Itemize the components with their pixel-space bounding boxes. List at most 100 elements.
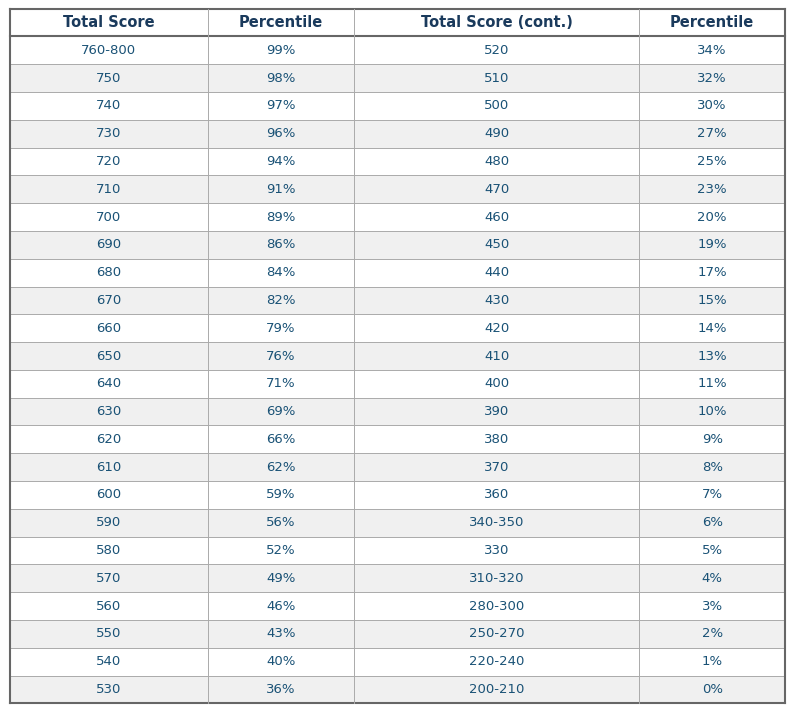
Bar [639, 481, 785, 509]
Bar [207, 592, 355, 620]
Bar [355, 565, 639, 592]
Text: 5%: 5% [702, 544, 723, 557]
Bar [10, 370, 207, 398]
Text: 71%: 71% [266, 377, 296, 390]
Text: 34%: 34% [697, 43, 727, 57]
Text: 99%: 99% [266, 43, 296, 57]
Text: 96%: 96% [266, 127, 296, 140]
Bar [10, 175, 207, 203]
Bar [639, 203, 785, 231]
Bar [639, 537, 785, 565]
Text: 690: 690 [96, 239, 122, 251]
Bar [355, 120, 639, 147]
Text: 550: 550 [96, 627, 122, 641]
Bar [207, 565, 355, 592]
Text: 40%: 40% [266, 655, 296, 669]
Text: 530: 530 [96, 683, 122, 696]
Bar [207, 314, 355, 342]
Bar [207, 9, 355, 36]
Bar [355, 426, 639, 454]
Text: 220-240: 220-240 [469, 655, 525, 669]
Text: 91%: 91% [266, 183, 296, 196]
Bar [355, 620, 639, 648]
Bar [355, 592, 639, 620]
Bar [207, 203, 355, 231]
Bar [207, 175, 355, 203]
Text: 66%: 66% [266, 433, 296, 446]
Bar [10, 64, 207, 92]
Text: 540: 540 [96, 655, 122, 669]
Bar [10, 620, 207, 648]
Bar [639, 175, 785, 203]
Text: 500: 500 [484, 100, 510, 112]
Bar [207, 342, 355, 370]
Bar [639, 9, 785, 36]
Bar [10, 120, 207, 147]
Bar [639, 231, 785, 258]
Text: 760-800: 760-800 [81, 43, 136, 57]
Bar [10, 648, 207, 676]
Text: 13%: 13% [697, 350, 727, 362]
Text: 630: 630 [96, 405, 122, 418]
Bar [355, 175, 639, 203]
Text: 620: 620 [96, 433, 122, 446]
Text: 390: 390 [484, 405, 510, 418]
Text: 7%: 7% [702, 488, 723, 501]
Text: 750: 750 [96, 71, 122, 85]
Text: 9%: 9% [702, 433, 723, 446]
Bar [639, 370, 785, 398]
Text: 250-270: 250-270 [469, 627, 525, 641]
Bar [207, 426, 355, 454]
Bar [10, 36, 207, 64]
Bar [639, 147, 785, 175]
Text: 15%: 15% [697, 294, 727, 307]
Text: 570: 570 [96, 572, 122, 585]
Bar [207, 398, 355, 426]
Bar [207, 120, 355, 147]
Bar [10, 398, 207, 426]
Text: 82%: 82% [266, 294, 296, 307]
Bar [355, 203, 639, 231]
Bar [639, 314, 785, 342]
Text: 680: 680 [96, 266, 122, 279]
Text: 76%: 76% [266, 350, 296, 362]
Text: 98%: 98% [266, 71, 296, 85]
Bar [639, 258, 785, 286]
Text: 19%: 19% [697, 239, 727, 251]
Text: 8%: 8% [702, 461, 723, 473]
Bar [10, 481, 207, 509]
Bar [355, 509, 639, 537]
Bar [207, 286, 355, 314]
Bar [355, 370, 639, 398]
Bar [207, 481, 355, 509]
Text: 410: 410 [484, 350, 510, 362]
Text: 56%: 56% [266, 516, 296, 529]
Bar [639, 648, 785, 676]
Bar [207, 231, 355, 258]
Text: 280-300: 280-300 [469, 600, 524, 612]
Text: 3%: 3% [702, 600, 723, 612]
Bar [207, 454, 355, 481]
Bar [639, 286, 785, 314]
Bar [10, 314, 207, 342]
Bar [207, 64, 355, 92]
Bar [355, 648, 639, 676]
Text: 86%: 86% [266, 239, 296, 251]
Text: 49%: 49% [266, 572, 296, 585]
Text: 11%: 11% [697, 377, 727, 390]
Bar [207, 648, 355, 676]
Text: 740: 740 [96, 100, 122, 112]
Bar [355, 314, 639, 342]
Bar [207, 620, 355, 648]
Bar [355, 454, 639, 481]
Bar [355, 36, 639, 64]
Bar [355, 676, 639, 703]
Bar [639, 426, 785, 454]
Bar [10, 231, 207, 258]
Text: 27%: 27% [697, 127, 727, 140]
Text: 94%: 94% [266, 155, 296, 168]
Text: 430: 430 [484, 294, 510, 307]
Text: 370: 370 [484, 461, 510, 473]
Bar [355, 231, 639, 258]
Text: 79%: 79% [266, 322, 296, 335]
